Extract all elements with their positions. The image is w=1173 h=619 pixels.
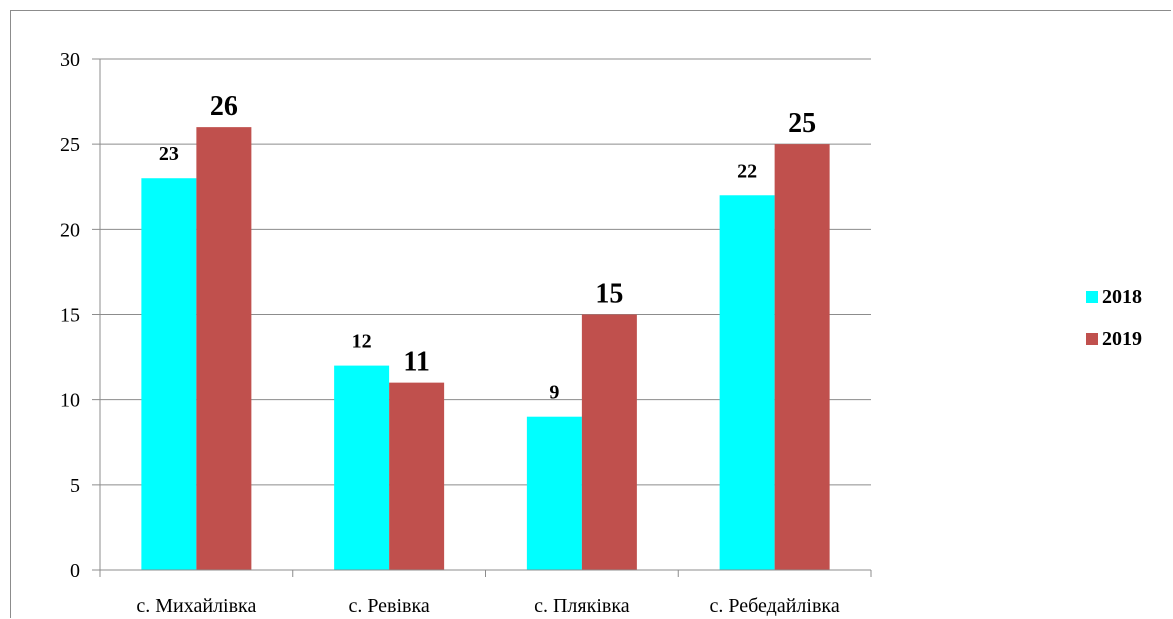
legend-label-2019: 2019 (1102, 328, 1142, 350)
y-tick-label-10: 10 (60, 390, 80, 412)
data-label-2018-2: 9 (549, 382, 559, 404)
y-tick-label-5: 5 (70, 475, 80, 497)
y-tick-label-30: 30 (60, 49, 80, 71)
x-category-label-3: с. Ребедайлівка (710, 595, 840, 617)
y-tick-label-25: 25 (60, 134, 80, 156)
bar-2019-3 (774, 144, 830, 570)
bar-2019-2 (581, 314, 637, 570)
bar-2019-1 (389, 382, 445, 570)
chart-frame (10, 10, 1171, 618)
data-label-2018-3: 22 (737, 160, 757, 182)
bar-2018-1 (334, 365, 390, 570)
data-label-2019-2: 15 (595, 279, 623, 310)
legend-label-2018: 2018 (1102, 286, 1142, 308)
data-label-2019-0: 26 (210, 91, 238, 122)
bar-2018-2 (526, 416, 582, 570)
data-label-2018-1: 12 (352, 331, 372, 353)
x-category-label-2: с. Пляківка (534, 595, 630, 617)
data-label-2019-3: 25 (788, 108, 816, 139)
bar-2018-3 (719, 195, 775, 570)
x-category-label-0: с. Михайлівка (136, 595, 256, 617)
bar-2018-0 (141, 178, 197, 570)
y-tick-label-0: 0 (70, 560, 80, 582)
legend-swatch-2019 (1086, 333, 1098, 345)
y-tick-label-20: 20 (60, 219, 80, 241)
data-label-2019-1: 11 (403, 347, 429, 378)
data-label-2018-0: 23 (159, 143, 179, 165)
x-category-label-1: с. Ревівка (348, 595, 429, 617)
legend-swatch-2018 (1086, 291, 1098, 303)
y-tick-label-15: 15 (60, 305, 80, 327)
bar-2019-0 (196, 127, 252, 570)
